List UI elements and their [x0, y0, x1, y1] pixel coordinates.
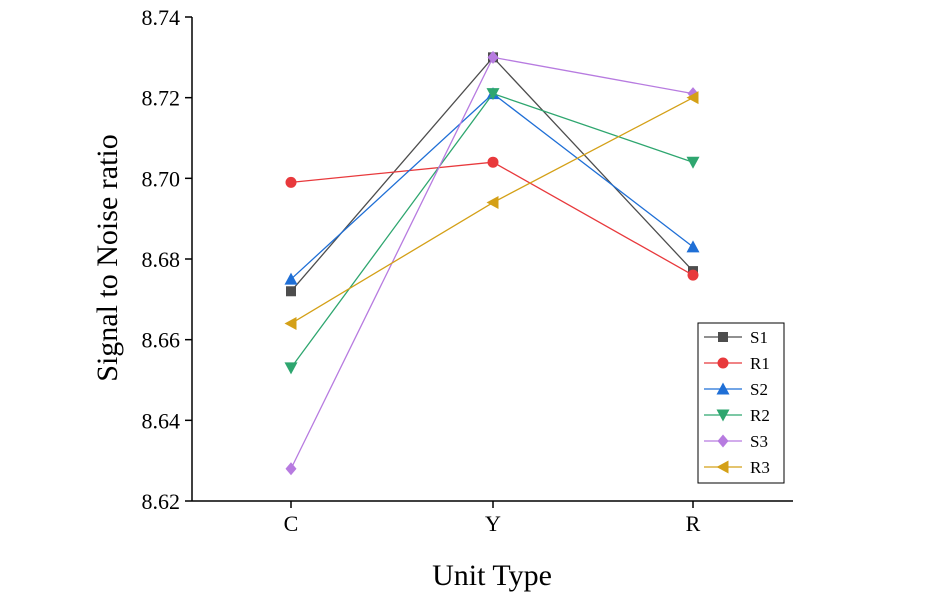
data-point-r2 — [284, 362, 298, 375]
series-line-s2 — [290, 92, 694, 280]
legend-marker-s1 — [718, 332, 728, 342]
data-point-s2 — [686, 240, 700, 253]
legend-marker-r3 — [716, 460, 729, 474]
y-tick-label: 8.68 — [142, 247, 181, 272]
legend-label-s3: S3 — [750, 432, 768, 451]
series-r3 — [284, 91, 699, 331]
series-group — [284, 50, 700, 476]
x-tick-label: R — [686, 511, 701, 536]
series-s3 — [285, 50, 699, 476]
x-tick-label: C — [284, 511, 299, 536]
legend-label-r2: R2 — [750, 406, 770, 425]
data-point-r1 — [487, 156, 499, 168]
series-line-r1 — [290, 161, 694, 276]
data-point-r3 — [284, 317, 297, 331]
series-r1 — [285, 156, 699, 281]
series-r2 — [284, 88, 700, 375]
y-tick-label: 8.74 — [142, 5, 181, 30]
series-line-s3 — [290, 56, 694, 470]
data-point-s3 — [487, 50, 499, 64]
series-line-r2 — [290, 92, 694, 369]
series-line-r3 — [290, 97, 694, 325]
y-tick-label: 8.64 — [142, 408, 181, 433]
y-ticks: 8.62 8.64 8.66 8.68 8.70 8.72 8.74 — [142, 5, 192, 514]
y-tick-label: 8.72 — [142, 86, 181, 111]
legend-label-r3: R3 — [750, 458, 770, 477]
data-point-s1 — [286, 286, 296, 297]
x-tick-label: Y — [485, 511, 501, 536]
y-tick-label: 8.70 — [142, 166, 181, 191]
data-point-r1 — [687, 269, 699, 281]
legend-box — [697, 322, 785, 484]
series-s2 — [284, 87, 700, 285]
legend: S1 R1 S2 R2 S3 R3 — [697, 322, 785, 484]
data-point-s2 — [284, 272, 298, 285]
y-tick-label: 8.66 — [142, 328, 181, 353]
y-tick-label: 8.62 — [142, 489, 181, 514]
legend-marker-r2 — [716, 409, 730, 422]
data-point-r2 — [686, 156, 700, 169]
data-point-r3 — [486, 196, 499, 210]
x-axis-title: Unit Type — [432, 559, 552, 592]
legend-label-s2: S2 — [750, 380, 768, 399]
legend-marker-s2 — [716, 382, 730, 395]
legend-marker-s3 — [717, 434, 729, 448]
data-point-r3 — [686, 91, 699, 105]
data-point-s3 — [285, 462, 297, 476]
data-point-r2 — [486, 88, 500, 101]
data-point-r1 — [285, 176, 297, 188]
legend-label-s1: S1 — [750, 328, 768, 347]
y-axis-title: Signal to Noise ratio — [91, 134, 124, 381]
legend-label-r1: R1 — [750, 354, 770, 373]
legend-marker-r1 — [717, 357, 729, 369]
